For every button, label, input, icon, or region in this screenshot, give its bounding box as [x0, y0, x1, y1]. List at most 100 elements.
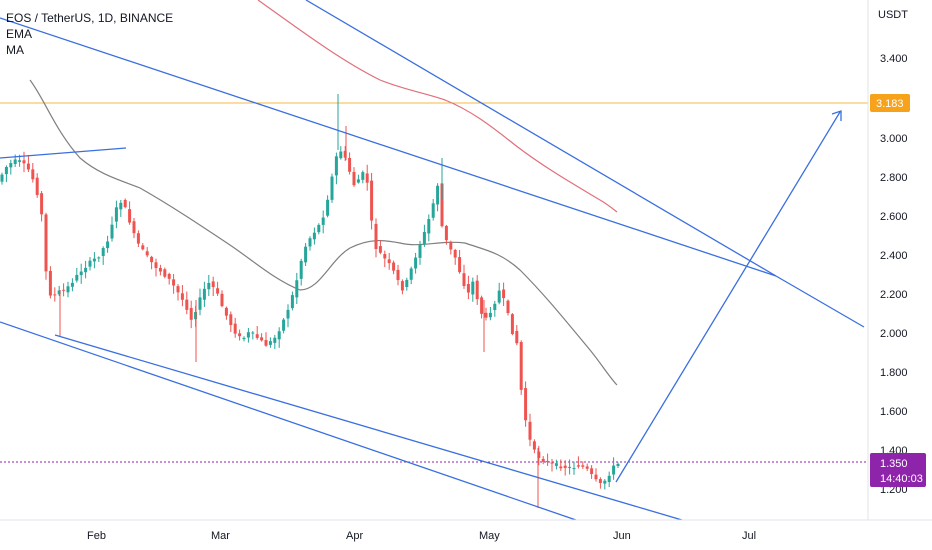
candle-body[interactable] — [4, 167, 8, 175]
candle-body[interactable] — [581, 465, 585, 467]
candle-body[interactable] — [119, 202, 123, 210]
candle-body[interactable] — [352, 172, 356, 186]
candle-body[interactable] — [31, 169, 35, 180]
candle-body[interactable] — [339, 151, 343, 159]
trendline-extension[interactable] — [775, 275, 865, 328]
trendline-lower-channel[interactable] — [0, 321, 577, 521]
candle-body[interactable] — [519, 342, 523, 390]
candle-body[interactable] — [436, 185, 440, 205]
candle-body[interactable] — [480, 297, 484, 314]
candle-body[interactable] — [493, 303, 497, 310]
last-price-badge[interactable] — [870, 453, 926, 487]
candle-body[interactable] — [145, 251, 149, 256]
candle-body[interactable] — [585, 466, 589, 469]
candle-body[interactable] — [251, 332, 255, 334]
candle-body[interactable] — [224, 307, 228, 316]
candle-body[interactable] — [405, 279, 409, 287]
candle-body[interactable] — [532, 441, 536, 450]
candle-body[interactable] — [594, 474, 598, 480]
candle-body[interactable] — [70, 282, 74, 287]
candle-body[interactable] — [559, 466, 563, 469]
candle-body[interactable] — [110, 224, 114, 239]
candle-body[interactable] — [189, 307, 193, 320]
candle-body[interactable] — [471, 281, 475, 295]
candle-body[interactable] — [242, 337, 246, 340]
candle-body[interactable] — [466, 284, 470, 293]
candle-body[interactable] — [603, 480, 607, 484]
candle-body[interactable] — [343, 150, 347, 158]
candle-body[interactable] — [422, 232, 426, 244]
candle-body[interactable] — [612, 465, 616, 475]
candle-body[interactable] — [387, 259, 391, 264]
candle-body[interactable] — [18, 160, 22, 162]
candle-body[interactable] — [537, 451, 541, 459]
candle-body[interactable] — [365, 173, 369, 183]
candlesticks[interactable] — [0, 94, 620, 508]
indicator-ema-label[interactable]: EMA — [6, 27, 33, 41]
candle-body[interactable] — [277, 331, 281, 340]
candle-body[interactable] — [409, 268, 413, 280]
candle-body[interactable] — [273, 337, 277, 343]
candle-body[interactable] — [484, 312, 488, 318]
candle-body[interactable] — [550, 462, 554, 464]
candle-body[interactable] — [44, 214, 48, 272]
candle-body[interactable] — [374, 223, 378, 250]
candle-body[interactable] — [444, 225, 448, 241]
candle-body[interactable] — [57, 290, 61, 295]
candle-body[interactable] — [229, 314, 233, 326]
price-axis[interactable]: USDT 3.400 3.000 2.800 2.600 2.400 2.200… — [867, 0, 932, 520]
symbol-title[interactable]: EOS / TetherUS, 1D, BINANCE — [6, 11, 174, 25]
candle-body[interactable] — [75, 274, 79, 281]
candle-body[interactable] — [48, 270, 52, 296]
candle-body[interactable] — [286, 309, 290, 319]
candle-body[interactable] — [238, 333, 242, 337]
candle-body[interactable] — [207, 282, 211, 290]
candle-body[interactable] — [246, 332, 250, 338]
plot-area[interactable] — [0, 0, 868, 520]
candle-body[interactable] — [440, 183, 444, 227]
candle-body[interactable] — [220, 293, 224, 307]
candle-body[interactable] — [607, 475, 611, 483]
candle-body[interactable] — [88, 260, 92, 267]
candle-body[interactable] — [356, 179, 360, 183]
candle-body[interactable] — [66, 286, 70, 293]
candle-body[interactable] — [462, 273, 466, 286]
candle-body[interactable] — [163, 269, 167, 277]
trendline-short[interactable] — [0, 147, 127, 159]
candle-body[interactable] — [541, 458, 545, 462]
candle-body[interactable] — [568, 466, 572, 468]
candle-body[interactable] — [123, 200, 127, 208]
candle-body[interactable] — [172, 279, 176, 286]
candle-body[interactable] — [427, 219, 431, 234]
candle-body[interactable] — [132, 221, 136, 234]
candle-body[interactable] — [317, 224, 321, 233]
candle-body[interactable] — [268, 341, 272, 345]
candle-body[interactable] — [84, 267, 88, 273]
candle-body[interactable] — [563, 465, 567, 469]
projection-arrow-line[interactable] — [615, 111, 841, 483]
candle-body[interactable] — [40, 193, 44, 215]
candle-body[interactable] — [79, 271, 83, 276]
candle-body[interactable] — [260, 337, 264, 341]
candle-body[interactable] — [414, 257, 418, 269]
candle-body[interactable] — [22, 160, 26, 164]
candle-body[interactable] — [334, 156, 338, 176]
candle-body[interactable] — [0, 174, 4, 182]
candle-body[interactable] — [290, 295, 294, 309]
candle-body[interactable] — [576, 465, 580, 467]
candle-body[interactable] — [158, 267, 162, 272]
candle-body[interactable] — [53, 294, 57, 296]
ema-curve[interactable] — [29, 79, 618, 386]
candle-body[interactable] — [528, 421, 532, 440]
candle-body[interactable] — [458, 257, 462, 273]
candle-body[interactable] — [590, 468, 594, 475]
candle-body[interactable] — [150, 256, 154, 263]
candle-body[interactable] — [515, 330, 519, 344]
candle-body[interactable] — [308, 238, 312, 247]
candle-body[interactable] — [326, 199, 330, 216]
trend-lines[interactable] — [0, 0, 865, 521]
candle-body[interactable] — [35, 177, 39, 195]
candle-body[interactable] — [312, 232, 316, 240]
candle-body[interactable] — [370, 180, 374, 221]
